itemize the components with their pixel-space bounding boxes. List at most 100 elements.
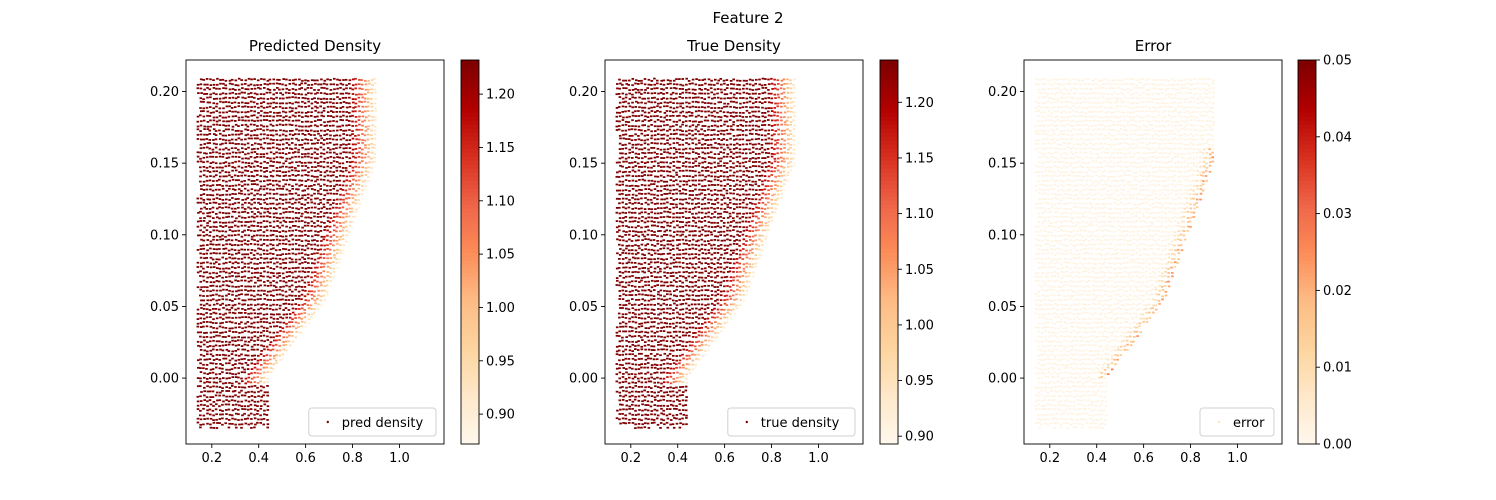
scatter-point [230, 281, 234, 284]
scatter-point [230, 226, 234, 228]
scatter-point [256, 263, 259, 265]
scatter-point [634, 234, 638, 236]
scatter-point [203, 217, 206, 219]
scatter-point [253, 213, 257, 215]
scatter-point [209, 194, 212, 196]
scatter-point [269, 171, 272, 173]
scatter-point [322, 166, 326, 169]
scatter-point [628, 230, 631, 233]
scatter-point [320, 86, 323, 89]
scatter-point [233, 312, 237, 315]
scatter-point [673, 87, 676, 89]
scatter-point [247, 106, 250, 108]
scatter-point [231, 404, 235, 406]
scatter-point [279, 156, 282, 159]
scatter-point [641, 152, 644, 154]
scatter-point [647, 289, 651, 291]
scatter-point [235, 412, 238, 415]
scatter-point [221, 199, 225, 201]
scatter-point [271, 119, 275, 122]
scatter-point [653, 270, 656, 273]
scatter-point [237, 119, 241, 121]
scatter-point [332, 199, 336, 201]
scatter-point [304, 208, 308, 210]
scatter-point [653, 267, 657, 270]
scatter-point [641, 298, 644, 301]
scatter-point [273, 111, 276, 114]
scatter-point [282, 285, 285, 288]
scatter-point [278, 242, 281, 245]
scatter-point [271, 257, 275, 260]
scatter-point [653, 355, 657, 357]
scatter-point [313, 142, 316, 145]
scatter-point [219, 316, 222, 319]
scatter-point [643, 366, 646, 369]
scatter-point [638, 148, 641, 151]
scatter-point [672, 275, 675, 277]
scatter-point [241, 199, 244, 201]
scatter-point [369, 157, 373, 160]
scatter-point [230, 368, 234, 370]
scatter-point [342, 226, 345, 229]
scatter-point [250, 109, 253, 112]
scatter-point [225, 377, 229, 380]
scatter-point [203, 372, 206, 375]
scatter-point [234, 147, 237, 149]
scatter-point [265, 294, 269, 297]
scatter-point [281, 230, 285, 232]
scatter-point [634, 271, 637, 273]
scatter-point [238, 88, 241, 91]
scatter-point [643, 165, 647, 168]
scatter-point [241, 327, 244, 330]
scatter-point [284, 262, 287, 264]
scatter-point [203, 304, 206, 307]
scatter-point [303, 271, 307, 273]
scatter-point [354, 179, 358, 182]
scatter-point [215, 413, 218, 416]
scatter-point [238, 92, 241, 95]
scatter-point [237, 266, 240, 269]
scatter-point [228, 368, 231, 371]
scatter-point [211, 371, 215, 374]
axes-frame [185, 59, 445, 445]
scatter-point [656, 317, 659, 320]
scatter-point [640, 211, 644, 214]
scatter-point [208, 211, 212, 214]
scatter-point [373, 88, 376, 91]
scatter-point [297, 217, 300, 220]
scatter-point [214, 344, 218, 347]
scatter-point [272, 179, 275, 182]
scatter-point [203, 83, 206, 86]
colorbar-segment [461, 232, 479, 237]
scatter-point [237, 233, 240, 236]
scatter-point [249, 92, 253, 94]
scatter-point [634, 91, 638, 94]
scatter-point [357, 175, 361, 178]
scatter-point [350, 207, 354, 210]
scatter-point [621, 359, 625, 361]
scatter-point [243, 91, 246, 94]
scatter-point [203, 133, 206, 136]
scatter-point [256, 372, 260, 375]
scatter-point [234, 363, 237, 365]
scatter-point [227, 164, 231, 167]
scatter-point [256, 348, 259, 351]
scatter-point [206, 353, 209, 356]
scatter-point [338, 156, 341, 159]
colorbar-segment [461, 408, 479, 413]
scatter-point [291, 210, 294, 213]
scatter-point [222, 307, 225, 309]
scatter-point [196, 312, 200, 315]
scatter-point [224, 96, 227, 99]
scatter-point [679, 125, 682, 128]
scatter-point [240, 124, 244, 126]
scatter-point [672, 83, 676, 86]
scatter-point [231, 382, 234, 385]
scatter-point [628, 311, 631, 314]
scatter-point [647, 380, 651, 383]
scatter-point [357, 142, 360, 145]
scatter-point [656, 147, 660, 150]
scatter-point [212, 266, 216, 268]
scatter-point [351, 98, 355, 100]
scatter-point [310, 115, 313, 117]
